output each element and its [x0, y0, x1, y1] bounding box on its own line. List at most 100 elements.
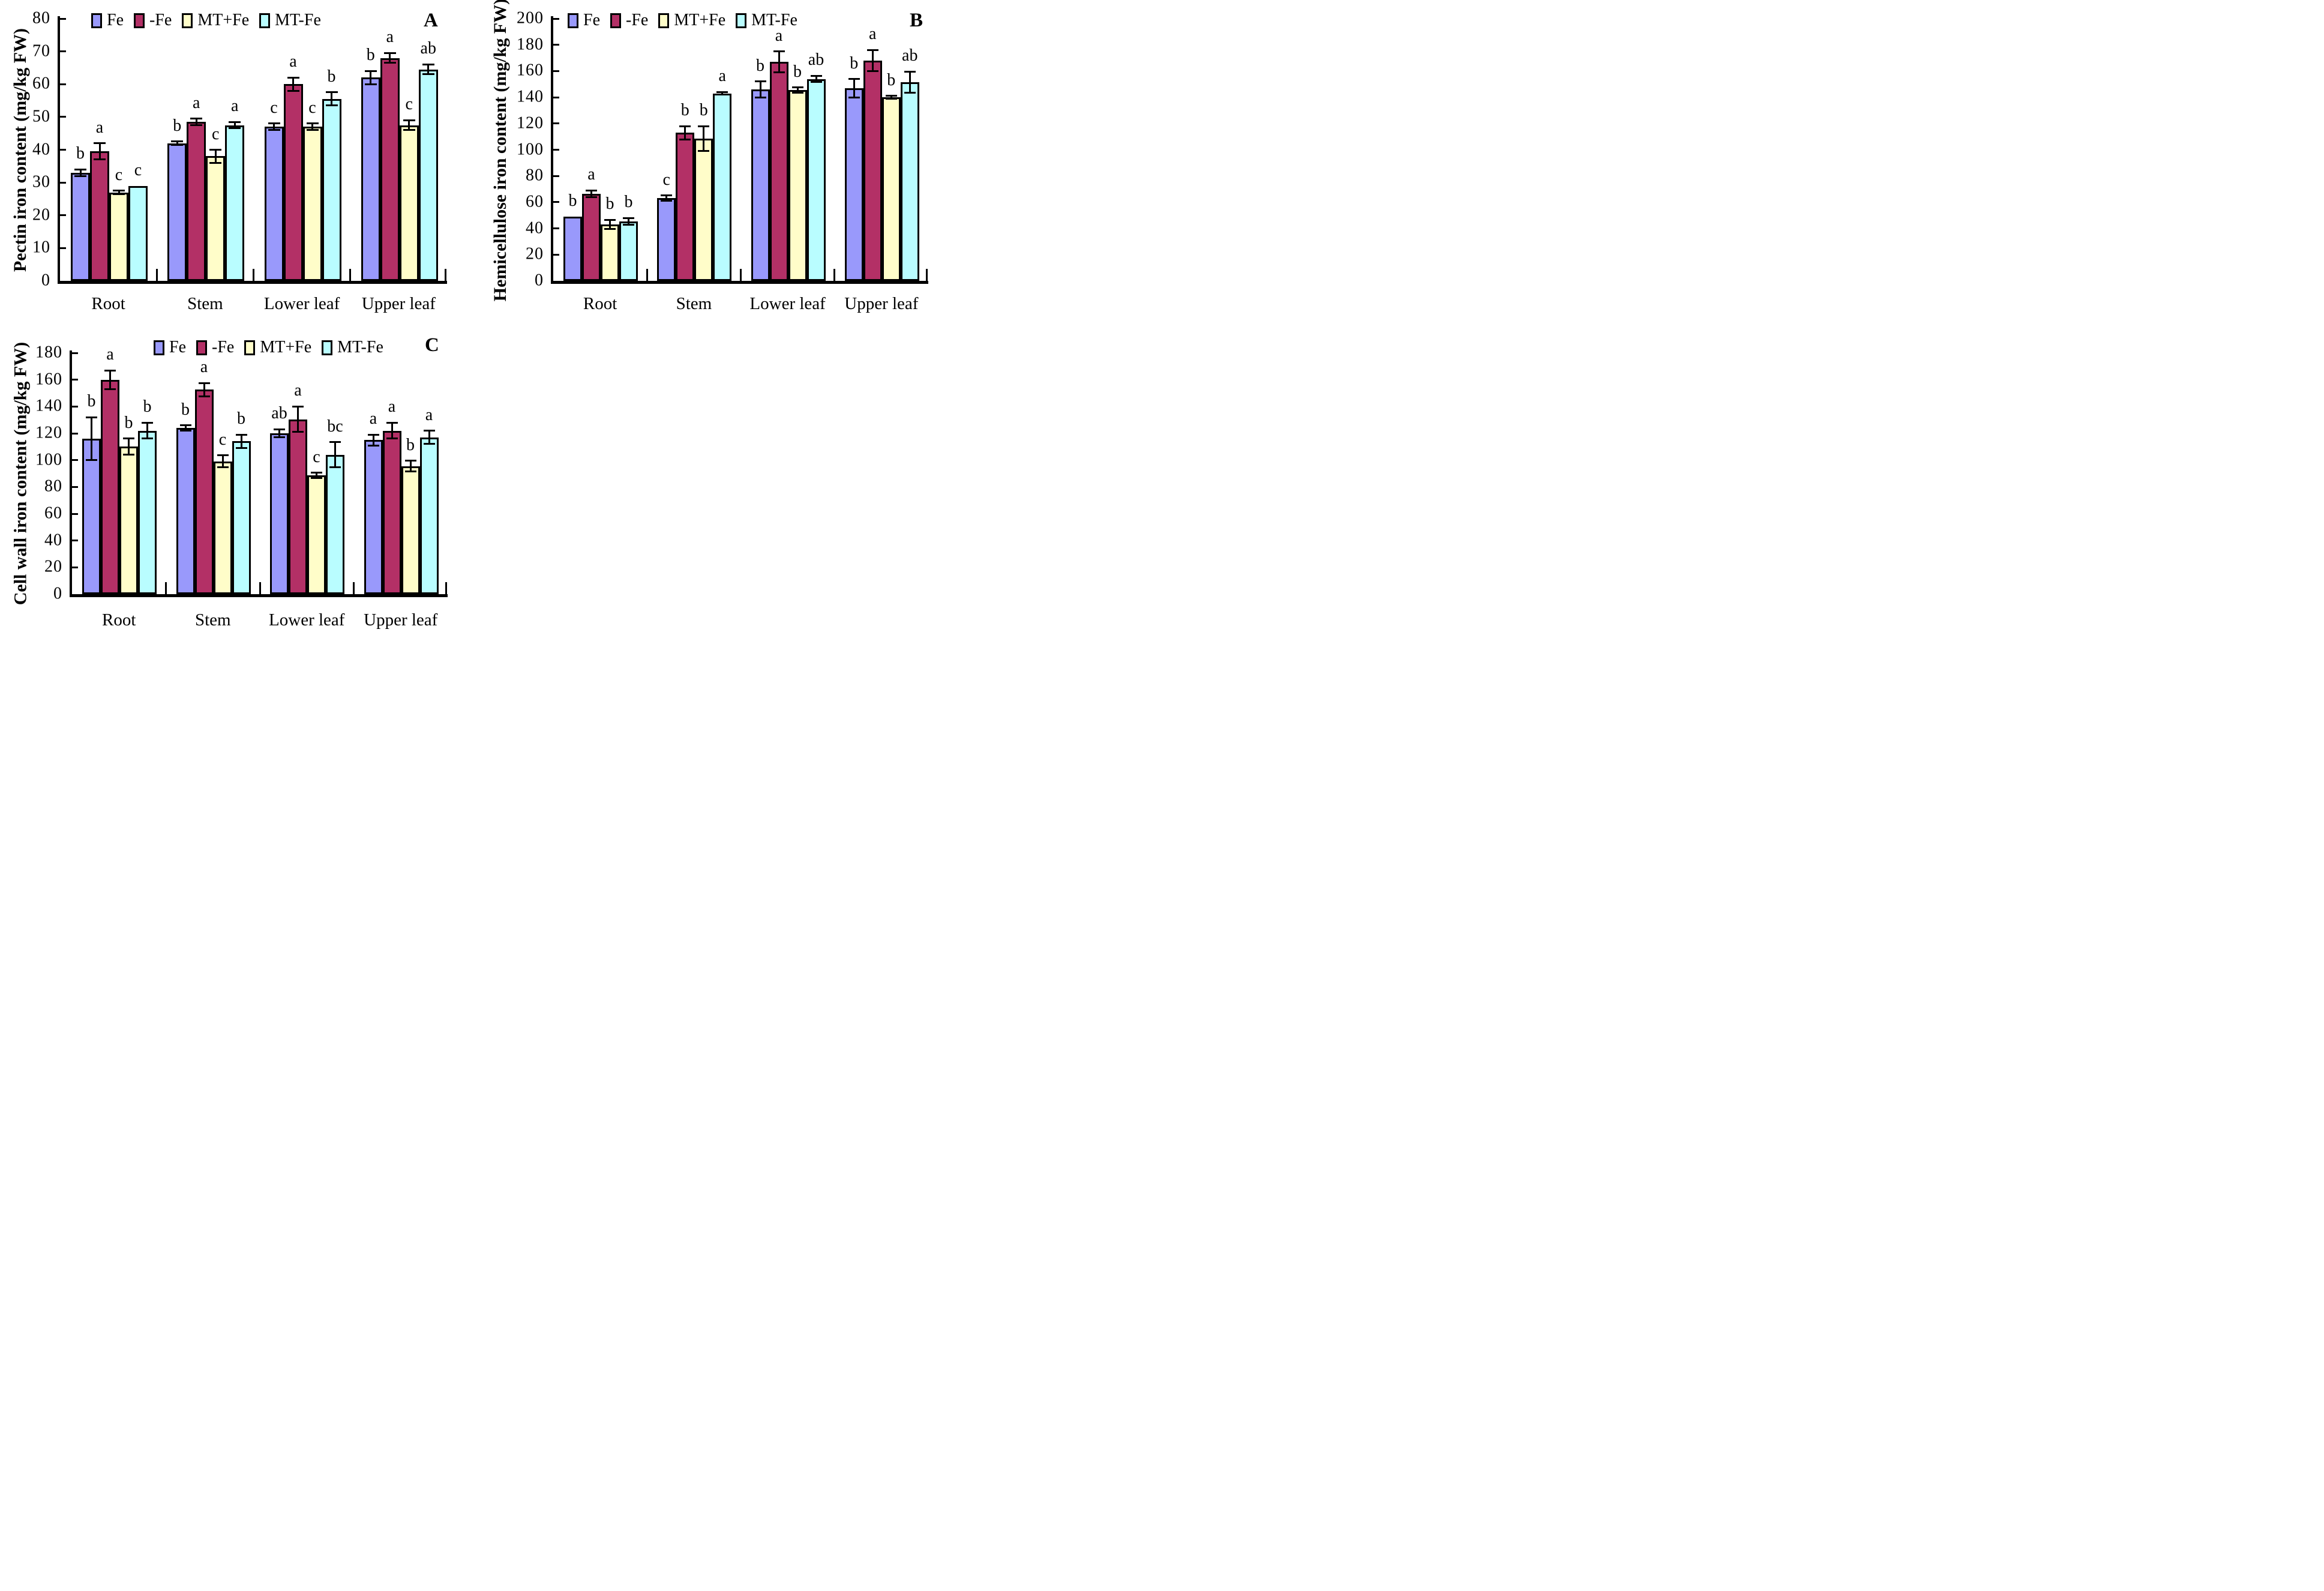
legend-item--Fe: -Fe [196, 339, 234, 356]
significance-letter: a [869, 25, 877, 44]
significance-letter: ab [902, 46, 918, 65]
error-bar-cap [306, 122, 319, 125]
error-bar-cap [904, 70, 916, 73]
error-bar [184, 425, 187, 431]
error-bar [214, 149, 217, 163]
x-axis-tick [925, 269, 928, 281]
error-bar [908, 71, 911, 93]
legend-label: -Fe [212, 338, 235, 356]
error-bar-cap [848, 78, 860, 80]
x-axis-tick [445, 582, 447, 594]
bar--Fe-lower-leaf [289, 419, 307, 594]
significance-letter: a [294, 381, 302, 400]
bar-Fe-stem [657, 198, 676, 281]
error-bar [778, 51, 780, 73]
error-bar-cap [209, 161, 222, 164]
error-bar [389, 53, 391, 63]
error-bar-cap [848, 96, 860, 98]
legend-label: Fe [169, 338, 186, 356]
error-bar-cap [586, 196, 597, 198]
bar--Fe-root [582, 193, 601, 281]
error-bar-cap [142, 438, 153, 440]
error-bar-cap [190, 124, 203, 127]
x-axis-tick [165, 582, 167, 594]
bar-Fe-upper-leaf [364, 440, 383, 594]
y-axis-tick [72, 379, 78, 381]
error-bar-cap [198, 395, 210, 398]
y-axis-tick [72, 566, 78, 568]
category-label-upper-leaf: Upper leaf [361, 294, 436, 313]
error-bar-cap [179, 430, 191, 432]
bar-Fe-upper-leaf [361, 77, 380, 281]
figure-canvas: { "treatments": ["Fe", "-Fe", "MT+Fe", "… [0, 0, 929, 637]
error-bar-cap [292, 405, 304, 408]
error-bar [684, 126, 686, 139]
x-axis-line [58, 281, 447, 284]
error-bar-cap [217, 454, 229, 457]
error-bar-cap [604, 218, 616, 221]
bar-MT-Fe-stem [713, 93, 732, 281]
legend-label: MT+Fe [260, 338, 312, 356]
error-bar-cap [661, 194, 673, 197]
error-bar-cap [698, 150, 710, 152]
panel-letter-C: C [425, 334, 439, 356]
x-axis-tick [740, 269, 742, 281]
bar-MT+Fe-lower-leaf [302, 127, 322, 281]
significance-letter: b [850, 53, 859, 73]
panel-A: Pectin iron content (mg/kg FW) A Fe -Fe MT… [0, 0, 471, 325]
bar-Fe-stem [176, 428, 195, 594]
bar-MT+Fe-stem [213, 461, 232, 594]
error-bar [91, 417, 92, 460]
legend-swatch-MT-Fe [259, 13, 271, 28]
error-bar [316, 472, 317, 478]
legend-item-MT+Fe: MT+Fe [658, 12, 725, 29]
legend-A: Fe -Fe MT+Fe MT-Fe [91, 12, 321, 29]
legend-item-MT+Fe: MT+Fe [244, 339, 311, 356]
error-bar-cap [791, 91, 803, 94]
error-bar-cap [94, 142, 106, 145]
y-axis-tick [60, 247, 66, 249]
error-bar-cap [268, 129, 280, 131]
significance-letter: c [405, 95, 413, 114]
category-label-stem: Stem [194, 610, 231, 630]
bar-MT-Fe-lower-leaf [806, 79, 826, 281]
error-bar [590, 190, 592, 197]
bar-MT-Fe-root [138, 430, 157, 594]
error-bar [391, 423, 393, 439]
error-bar-cap [268, 122, 280, 125]
bar--Fe-stem [194, 389, 214, 594]
error-bar-cap [171, 143, 184, 146]
error-bar-cap [754, 96, 766, 98]
y-tick-label: 20 [44, 557, 62, 576]
bar-Fe-lower-leaf [751, 89, 770, 281]
category-label-upper-leaf: Upper leaf [844, 294, 919, 313]
error-bar-cap [422, 63, 434, 65]
error-bar-cap [403, 119, 415, 121]
error-bar [176, 141, 178, 145]
error-bar-cap [74, 175, 86, 177]
error-bar-cap [113, 193, 125, 195]
bar-Fe-lower-leaf [264, 127, 284, 281]
error-bar [408, 120, 410, 130]
bar--Fe-root [101, 379, 119, 594]
error-bar-cap [287, 76, 299, 79]
y-tick-label: 140 [35, 396, 62, 415]
x-axis-tick [444, 269, 446, 281]
plot-area-C: b a b b b a c b ab a c bc a a b a [70, 346, 448, 597]
legend-item-MT-Fe: MT-Fe [322, 339, 383, 356]
legend-swatch--Fe [196, 340, 207, 355]
error-bar [331, 92, 332, 106]
category-label-stem: Stem [187, 294, 223, 313]
legend-swatch-Fe [568, 13, 578, 28]
error-bar [233, 122, 236, 128]
y-tick-label: 40 [32, 139, 50, 158]
error-bar [292, 77, 294, 91]
legend-item-MT-Fe: MT-Fe [259, 12, 321, 29]
legend-swatch-MT-Fe [322, 340, 333, 355]
legend-label: MT+Fe [674, 11, 726, 29]
legend-swatch-Fe [91, 13, 102, 28]
error-bar [628, 218, 629, 225]
bar--Fe-stem [676, 133, 695, 281]
significance-letter: a [775, 26, 783, 45]
bar-MT-Fe-upper-leaf [419, 437, 439, 594]
